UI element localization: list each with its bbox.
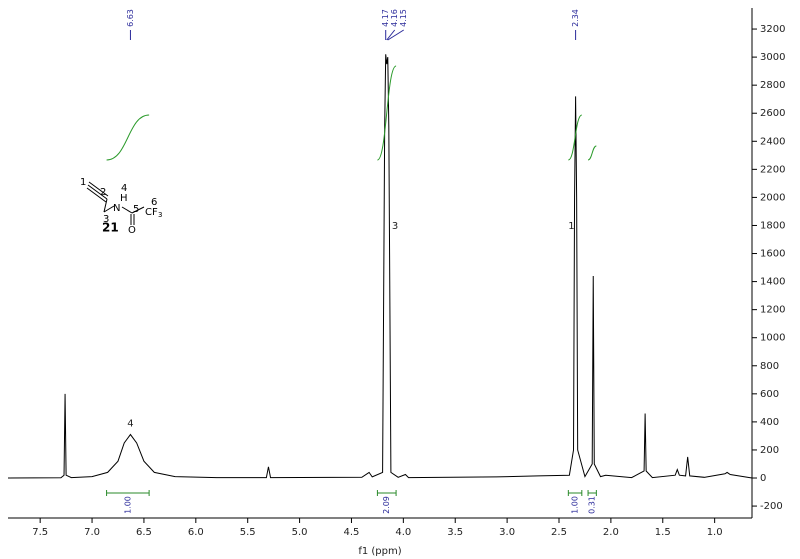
atom-label: 6 [151,197,157,208]
peak-label: 4.16 [390,9,399,27]
spectrum [7,54,753,479]
y-tick-label: 2600 [760,108,785,119]
bond [121,206,133,214]
y-tick-label: 0 [760,473,766,484]
bond [103,198,108,213]
atom-label: 1 [80,177,86,188]
integral-curve [376,65,397,161]
y-tick-label: 1800 [760,220,785,231]
peak-label-line [387,29,404,41]
y-tick-label: -200 [760,501,783,512]
x-tick-label: 3.5 [447,527,463,538]
annotation: 3 [392,221,398,232]
annotation: 4 [127,418,133,429]
integral-label: 1.00 [123,496,132,514]
annotation: 1 [568,221,574,232]
y-tick-label: 3200 [760,24,785,35]
x-tick-label: 4.0 [395,527,411,538]
x-tick-label: 1.5 [655,527,671,538]
integral-label: 1.00 [571,496,580,514]
atom-label: N [113,203,120,214]
atom-label: CF [145,207,158,218]
integral-curve [567,114,583,161]
x-tick-label: 2.5 [551,527,567,538]
x-tick-label: 4.5 [344,527,360,538]
y-tick-label: 2000 [760,192,785,203]
x-tick-label: 5.5 [240,527,256,538]
y-tick-label: 800 [760,361,779,372]
bond [87,184,108,200]
y-tick-label: 3000 [760,52,785,63]
peak-label: 4.15 [399,9,408,27]
atom-label: O [128,225,136,236]
atom-label: 5 [133,204,139,215]
peak-label-line [386,29,396,41]
y-tick-label: 1000 [760,333,785,344]
atom-label: 2 [100,187,106,198]
y-tick-label: 400 [760,417,779,428]
y-tick-label: 200 [760,445,779,456]
x-tick-label: 2.0 [603,527,619,538]
x-tick-label: 7.0 [84,527,100,538]
x-tick-label: 6.5 [136,527,152,538]
atom-label: 4 [121,183,127,194]
atom-label: H [120,193,128,204]
y-tick-label: 1200 [760,305,785,316]
x-axis-label: f1 (ppm) [358,546,401,557]
integral-curve [587,145,597,161]
compound-number: 21 [102,221,119,235]
peak-label: 2.34 [571,9,580,27]
y-tick-label: 600 [760,389,779,400]
y-tick-label: 1400 [760,277,785,288]
atom-label: 3 [158,211,162,219]
x-tick-label: 3.0 [499,527,515,538]
y-tick-label: 2800 [760,80,785,91]
y-tick-label: 2400 [760,136,785,147]
bond [131,206,145,214]
peak-label: 6.63 [126,9,135,27]
y-tick-label: 1600 [760,249,785,260]
y-tick-label: 2200 [760,164,785,175]
bond [103,205,115,213]
x-tick-label: 7.5 [32,527,48,538]
integral-label: 0.31 [588,496,597,514]
peak-label: 4.17 [381,9,390,27]
x-tick-label: 5.0 [292,527,308,538]
atom-label: 3 [103,214,109,225]
integral-label: 2.09 [382,496,391,514]
x-tick-label: 6.0 [188,527,204,538]
bond [88,181,109,197]
x-tick-label: 1.0 [707,527,723,538]
bond [86,187,107,203]
integral-curve [106,114,150,161]
structure [86,181,145,225]
